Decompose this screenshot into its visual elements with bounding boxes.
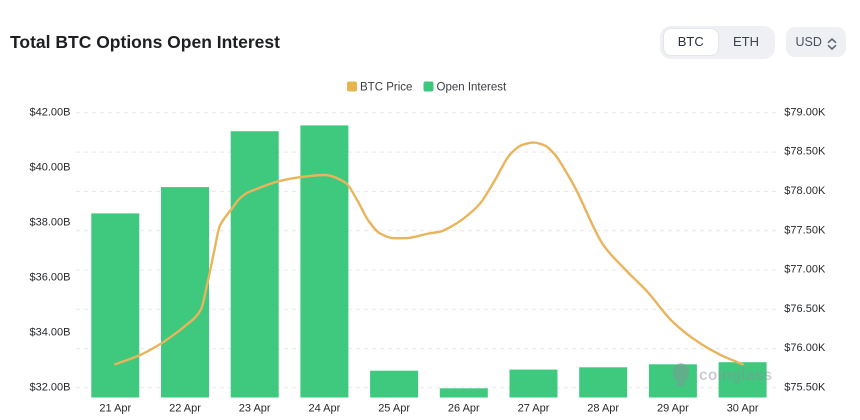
- svg-text:Open Interest: Open Interest: [437, 82, 507, 94]
- svg-text:26 Apr: 26 Apr: [448, 403, 480, 415]
- svg-text:$77.00K: $77.00K: [784, 264, 826, 276]
- svg-text:27 Apr: 27 Apr: [518, 403, 550, 415]
- svg-text:$77.50K: $77.50K: [784, 224, 826, 236]
- svg-text:$78.00K: $78.00K: [784, 185, 826, 197]
- svg-text:$34.00B: $34.00B: [30, 326, 71, 338]
- svg-text:21 Apr: 21 Apr: [99, 403, 131, 415]
- svg-text:22 Apr: 22 Apr: [169, 403, 201, 415]
- svg-text:24 Apr: 24 Apr: [308, 403, 340, 415]
- svg-text:coinglass: coinglass: [699, 367, 772, 384]
- svg-text:23 Apr: 23 Apr: [239, 403, 271, 415]
- svg-text:$36.00B: $36.00B: [30, 271, 71, 283]
- svg-text:25 Apr: 25 Apr: [378, 403, 410, 415]
- svg-text:30 Apr: 30 Apr: [727, 403, 759, 415]
- svg-text:$76.50K: $76.50K: [784, 303, 826, 315]
- svg-text:$32.00B: $32.00B: [30, 381, 71, 393]
- svg-text:28 Apr: 28 Apr: [587, 403, 619, 415]
- svg-text:$79.00K: $79.00K: [784, 106, 826, 118]
- svg-text:$42.00B: $42.00B: [30, 106, 71, 118]
- svg-text:29 Apr: 29 Apr: [657, 403, 689, 415]
- svg-text:BTC Price: BTC Price: [360, 82, 412, 94]
- svg-text:$78.50K: $78.50K: [784, 146, 826, 158]
- svg-text:$38.00B: $38.00B: [30, 216, 71, 228]
- svg-text:$76.00K: $76.00K: [784, 342, 826, 354]
- svg-text:$40.00B: $40.00B: [30, 161, 71, 173]
- svg-text:$75.50K: $75.50K: [784, 382, 826, 394]
